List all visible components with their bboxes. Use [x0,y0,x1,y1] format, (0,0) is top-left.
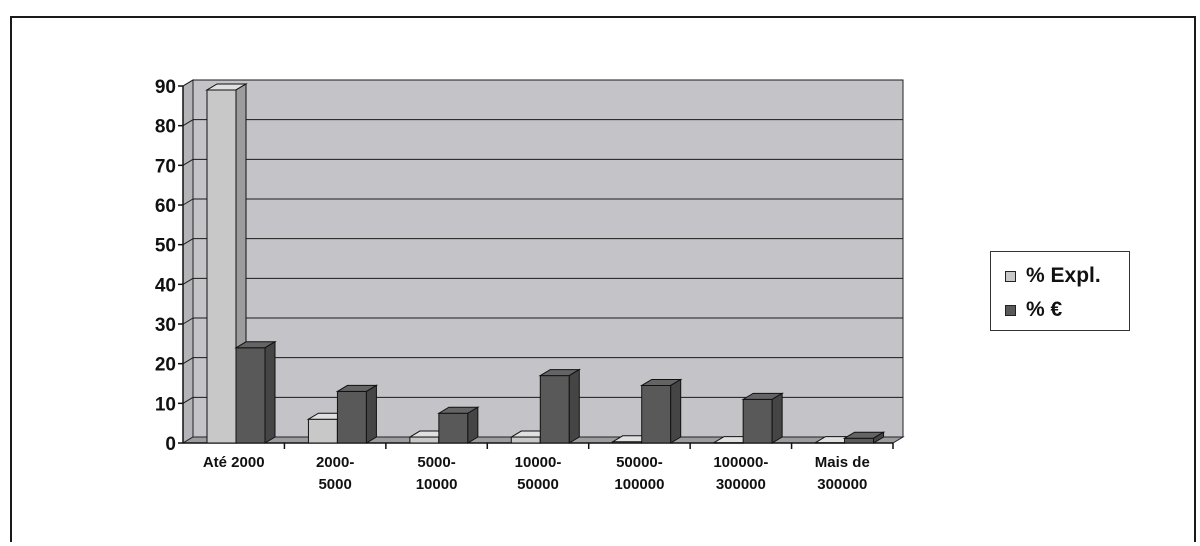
gridline-diagonal [182,158,194,166]
bar-euro-side [771,392,783,444]
bar-euro [641,384,672,444]
y-tick-label: 90 [155,77,176,98]
bar-euro [539,375,570,444]
bar-euro-side [670,378,682,444]
x-category-label: 2000- [316,454,354,471]
gridline-diagonal [182,238,194,246]
bars [205,83,886,444]
legend-label-expl: % Expl. [1026,264,1101,287]
legend-swatch-euro [1005,304,1016,316]
bar-euro [235,347,266,444]
x-category-label: 10000- [515,454,562,471]
y-tick-label: 30 [155,315,176,336]
x-category-label: 5000 [318,476,351,493]
legend-item-euro: % € [1005,298,1062,322]
bar-expl [307,418,338,444]
y-tick-label: 60 [155,196,176,217]
x-category-label: 300000 [716,476,766,493]
y-tick-label: 80 [155,117,176,138]
bar-expl [510,436,541,444]
x-category-label: 10000 [416,476,458,493]
x-category-label: 5000- [417,454,455,471]
gridline-diagonal [182,357,194,365]
x-category-label: Mais de [815,454,870,471]
bar-euro-side [365,384,377,444]
legend-swatch-expl [1005,270,1016,282]
y-tick-label: 10 [155,394,176,415]
y-tick-label: 0 [165,434,176,455]
bar-euro-side [467,406,479,444]
legend-label-euro: % € [1026,298,1063,321]
x-category-label: 100000- [713,454,768,471]
gridline-diagonal [182,198,194,206]
x-category-label: 50000 [517,476,559,493]
bar-euro-side [264,340,276,444]
legend: % Expl. % € [990,251,1130,331]
bar-euro [336,390,367,444]
y-tick-label: 40 [155,275,176,296]
x-category-label: 100000 [614,476,664,493]
y-tick-label: 70 [155,156,176,177]
x-category-label: 300000 [817,476,867,493]
bar-expl [409,436,440,444]
x-category-label: 50000- [616,454,663,471]
gridline-diagonal [182,317,194,325]
y-tick-label: 50 [155,236,176,257]
bar-euro-side [568,368,580,444]
axis-labels: 0 10 20 30 40 50 60 70 80 90 Até 2000 2000- 5000 5000… [155,77,870,493]
gridline-diagonal [182,277,194,285]
y-tick-label: 20 [155,355,176,376]
gridline-diagonal [182,396,194,404]
bar-euro-side [873,431,885,444]
bar-euro [438,412,469,444]
x-category-label: Até 2000 [203,454,265,471]
bar-expl [206,89,237,444]
bar-euro [844,437,875,444]
legend-item-expl: % Expl. [1005,264,1101,288]
plot-side-wall [182,79,194,444]
bar-euro [742,398,773,444]
gridline-diagonal [182,79,194,87]
gridline-diagonal [182,119,194,127]
